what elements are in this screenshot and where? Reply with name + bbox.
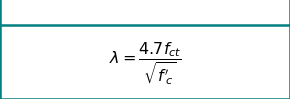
Text: Figure 7. Expression for a-factor with $f_{\mathit{ct}}$ specified.: Figure 7. Expression for a-factor with $…: [7, 7, 284, 21]
Text: $\lambda = \dfrac{4.7f_{\it ct}}{\sqrt{f'\!_c}}$: $\lambda = \dfrac{4.7f_{\it ct}}{\sqrt{f…: [109, 40, 181, 87]
